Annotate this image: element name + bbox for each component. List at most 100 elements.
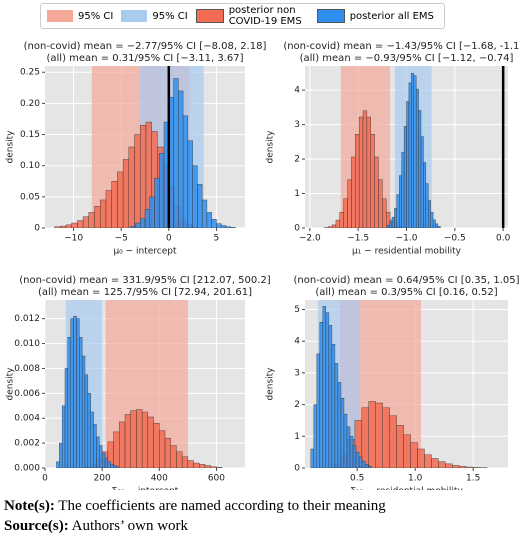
hist-bar [435, 223, 439, 228]
hist-bar [211, 219, 217, 228]
hist-bar [73, 315, 77, 468]
legend-swatch [316, 9, 345, 23]
hist-bar [87, 393, 91, 468]
y-tick-label: 0 [294, 224, 300, 234]
hist-bar [197, 184, 203, 228]
hist-bar [328, 325, 333, 468]
hist-bar [368, 401, 376, 468]
legend-label: 95% CI [78, 10, 114, 22]
legend-label: 95% CI [152, 10, 188, 22]
hist-bar [141, 411, 149, 468]
hist-bar [216, 223, 222, 228]
hist-bar [340, 398, 345, 468]
hist-bar [361, 460, 366, 468]
y-tick-label: 1 [294, 189, 300, 199]
hist-bar [113, 465, 117, 468]
y-tick-label: 0.000 [14, 464, 40, 474]
hist-bar [417, 448, 425, 468]
y-tick-label: 0.002 [14, 439, 40, 449]
note-text: Authors’ own work [71, 518, 189, 534]
hist-bar [394, 208, 398, 228]
hist-bar [391, 217, 395, 228]
chart-title: (all) mean = −0.93/95% CI [−1.12, −0.74] [300, 53, 514, 64]
hist-bar [122, 159, 130, 228]
hist-bar [88, 212, 95, 228]
hist-bar [374, 156, 379, 228]
hist-bar [96, 436, 100, 468]
hist-bar [322, 306, 327, 468]
hist-bar [331, 344, 336, 468]
hist-bar [337, 382, 342, 468]
x-tick-label: −1.0 [396, 234, 418, 244]
hist-bar [425, 183, 429, 228]
hist-bar [84, 374, 89, 468]
plot [305, 300, 508, 468]
hist-bar [432, 219, 436, 228]
plot [45, 300, 245, 468]
y-tick-label: 0 [34, 224, 40, 234]
chart-title: (all) mean = 0.31/95% CI [−3.11, 3.67] [47, 53, 244, 64]
hist-bar [389, 415, 397, 468]
hist-bar [94, 205, 101, 228]
y-tick-label: 5 [294, 305, 300, 315]
legend-entry: 95% CI [121, 10, 188, 22]
chart-title: (non-covid) mean = 331.9/95% CI [212.07,… [19, 275, 271, 286]
hist-bar [366, 116, 371, 228]
hist-bar [351, 156, 356, 228]
hist-bar [56, 461, 60, 468]
hist-bar [428, 200, 431, 228]
hist-bar [193, 462, 200, 468]
hist-bar [110, 464, 114, 468]
hist-bar [437, 226, 441, 228]
x-tick-label: 400 [151, 474, 168, 484]
legend-swatch [121, 10, 148, 22]
x-axis-label: μ₀ − intercept [113, 247, 177, 257]
hist-bar [130, 225, 136, 228]
hist-bar [408, 82, 412, 228]
hist-bar [147, 416, 154, 468]
x-axis-label: μ₁ − residential mobility [352, 247, 462, 257]
hist-bar [403, 126, 407, 228]
hist-bar [423, 162, 427, 228]
legend-entry: posterior non COVID-19 EMS [195, 5, 309, 27]
hist-bar [61, 405, 66, 468]
note-text: The coefficients are named according to … [58, 498, 386, 514]
hist-bar [230, 227, 236, 228]
y-axis-label: density [6, 367, 16, 401]
hist-bar [331, 224, 337, 228]
hist-bar [54, 226, 61, 228]
note-label: Note(s): [4, 498, 55, 514]
hist-bar [79, 337, 83, 468]
hist-bar [116, 466, 120, 468]
hist-bar [418, 110, 422, 228]
hist-bar [220, 225, 227, 228]
x-tick-label: 0.0 [496, 234, 511, 244]
hist-bar [70, 318, 74, 468]
hist-bar [386, 225, 390, 228]
hist-bar [346, 426, 351, 468]
hist-bar [466, 466, 474, 468]
hist-bar [60, 225, 67, 228]
y-tick-label: 0.05 [20, 192, 40, 202]
hist-bar [144, 209, 150, 228]
hist-bar [389, 222, 393, 228]
legend-entry: posterior all EMS [316, 9, 434, 23]
y-tick-label: 0.010 [14, 339, 40, 349]
hist-bar [399, 175, 402, 228]
hist-bar [343, 198, 348, 228]
y-tick-label: 0.25 [20, 68, 40, 78]
hist-bar [459, 466, 467, 468]
legend-swatch [195, 9, 224, 23]
hist-bar [124, 414, 131, 468]
legend-label: posterior all EMS [349, 10, 434, 22]
hist-bar [64, 368, 69, 468]
hist-bar [335, 219, 340, 228]
note-row: Note(s): The coefficients are named acco… [4, 496, 386, 516]
y-tick-label: 1 [294, 432, 300, 442]
hist-bar [334, 363, 339, 468]
plot [305, 66, 508, 228]
x-tick-label: 0.5 [350, 474, 364, 484]
hist-bar [438, 461, 446, 468]
y-tick-label: 0.20 [20, 99, 40, 109]
